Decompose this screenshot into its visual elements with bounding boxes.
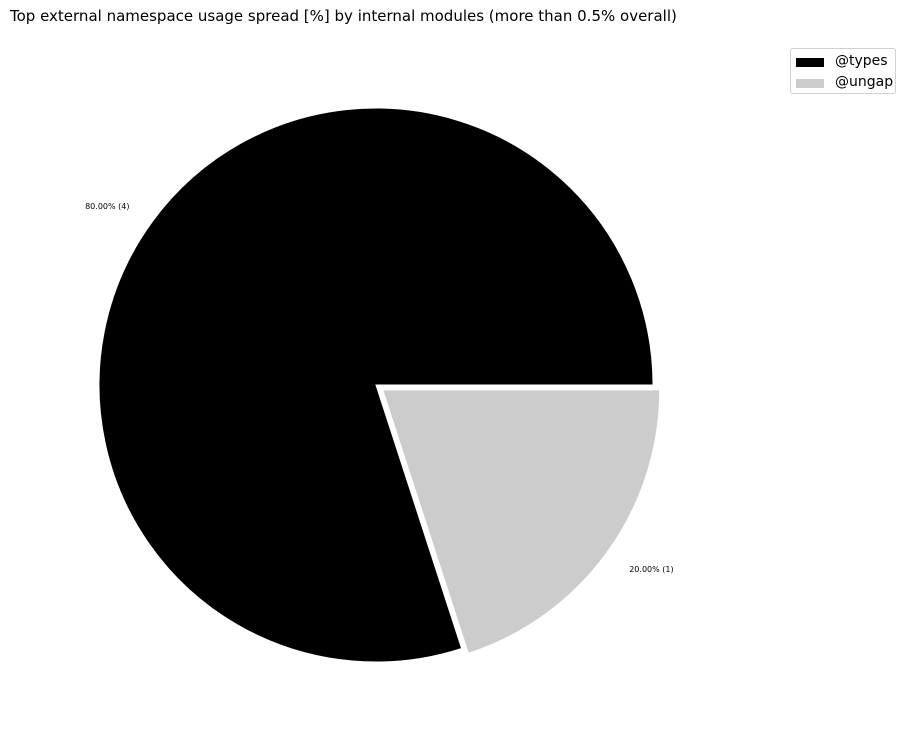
pie-slice-types [98,107,654,663]
pie-label-types: 80.00% (4) [85,202,129,211]
legend-swatch-ungap [796,79,824,88]
legend-label-types: @types [835,53,888,69]
pie-slice-ungap [382,389,661,654]
legend: @types @ungap [790,48,896,94]
chart-title: Top external namespace usage spread [%] … [10,7,677,25]
legend-entry-types: @types [791,52,895,72]
pie-slices [98,107,661,663]
pie-labels: 80.00% (4) 20.00% (1) [85,202,674,574]
pie-label-ungap: 20.00% (1) [629,565,673,574]
legend-swatch-types [796,58,824,67]
legend-entry-ungap: @ungap [791,73,895,93]
legend-label-ungap: @ungap [835,74,894,90]
